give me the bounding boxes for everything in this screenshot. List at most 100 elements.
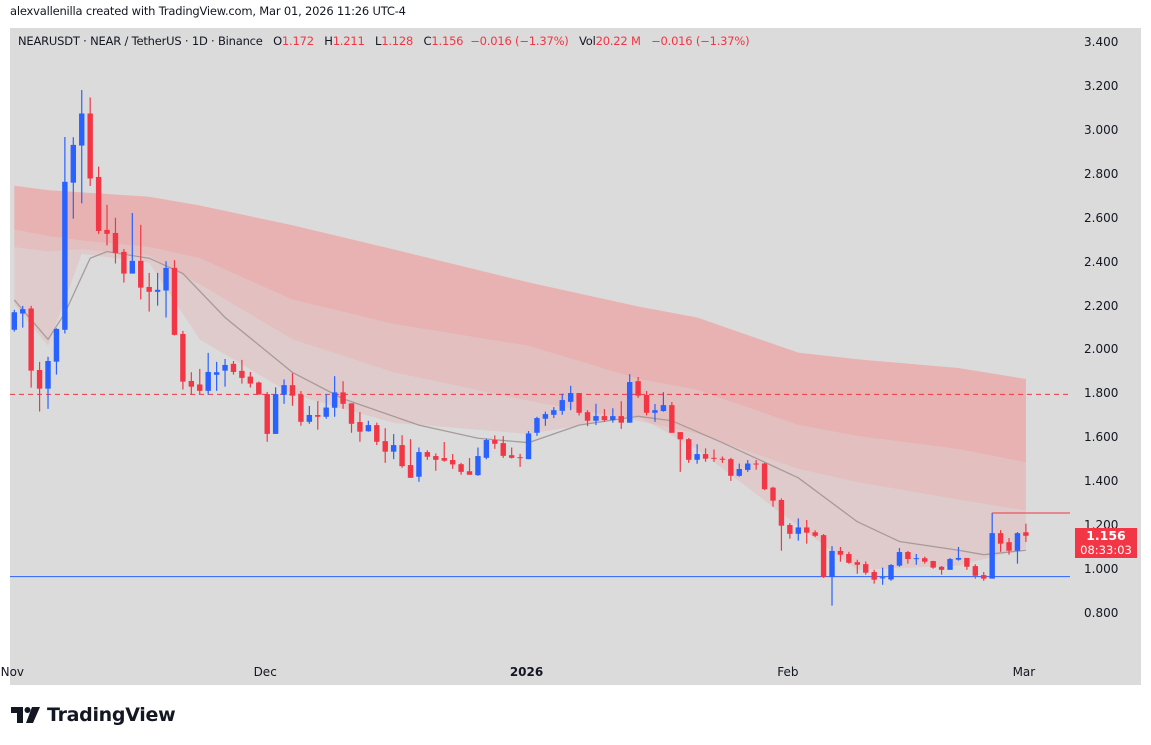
candle-down — [399, 445, 405, 467]
candle-up — [154, 289, 161, 292]
symbol-legend: NEARUSDT · NEAR / TetherUS · 1D · Binanc… — [18, 34, 750, 48]
candle-up — [559, 400, 565, 411]
candle-down — [517, 457, 523, 459]
candle-up — [163, 267, 169, 291]
candle-down — [382, 441, 388, 452]
candle-up — [79, 113, 85, 146]
last-price-label: 1.156 08:33:03 — [1075, 528, 1137, 558]
candle-down — [770, 487, 776, 501]
candle-down — [1006, 542, 1012, 551]
candle-up — [955, 557, 962, 560]
candle-up — [534, 418, 540, 433]
candle-down — [289, 385, 296, 396]
candle-up — [483, 440, 490, 458]
candle-up — [879, 577, 886, 579]
volume-value: 20.22 M — [595, 34, 641, 48]
candle-down — [997, 533, 1004, 544]
tradingview-logo[interactable]: TradingView — [11, 704, 176, 726]
candle-down — [677, 432, 683, 440]
candle-up — [70, 144, 77, 183]
logo-text: TradingView — [47, 704, 176, 726]
candle-up — [652, 410, 658, 413]
candle-down — [972, 566, 979, 576]
candle-up — [416, 452, 422, 477]
candle-up — [53, 328, 60, 362]
time-axis-label: Dec — [253, 665, 277, 679]
candle-up — [205, 371, 211, 391]
candle-down — [964, 557, 970, 567]
price-axis-label: 3.400 — [1084, 35, 1119, 49]
price-axis-label: 1.000 — [1084, 562, 1119, 577]
candle-up — [11, 312, 17, 330]
candle-down — [719, 458, 726, 460]
candle-down — [146, 286, 152, 292]
candle-up — [795, 527, 801, 534]
price-axis-label: 2.600 — [1084, 210, 1119, 225]
candle-down — [500, 443, 506, 456]
candle-up — [694, 454, 700, 460]
candle-down — [112, 232, 119, 253]
candle-up — [736, 469, 742, 476]
candle-down — [820, 535, 827, 578]
candle-down — [458, 464, 464, 472]
high-label: H — [324, 34, 333, 48]
candle-down — [407, 465, 414, 478]
candle-down — [95, 176, 102, 231]
candle-up — [20, 309, 26, 314]
candle-down — [643, 395, 650, 413]
bar-countdown: 08:33:03 — [1080, 543, 1132, 557]
price-axis-label: 3.200 — [1084, 78, 1119, 93]
candle-down — [508, 455, 515, 458]
price-axis-label: 3.000 — [1084, 122, 1119, 137]
candle-down — [374, 425, 380, 442]
candle-down — [618, 416, 624, 423]
candle-down — [264, 394, 270, 434]
candle-down — [846, 554, 852, 563]
candle-down — [576, 393, 582, 413]
candle-down — [433, 456, 439, 460]
candle-down — [28, 308, 34, 371]
candle-up — [567, 393, 574, 402]
candle-up — [45, 360, 51, 389]
candle-down — [702, 454, 709, 459]
close-label: C — [423, 34, 432, 48]
candle-down — [601, 416, 608, 421]
candle-up — [365, 425, 372, 432]
candle-up — [213, 372, 220, 375]
volume-change: −0.016 (−1.37%) — [651, 34, 750, 48]
candle-up — [947, 559, 953, 570]
low-value: 1.128 — [381, 34, 414, 48]
candle-down — [256, 382, 262, 395]
candle-up — [331, 392, 338, 408]
price-axis-label: 2.400 — [1084, 254, 1119, 269]
price-axis-label: 2.800 — [1084, 166, 1119, 181]
candle-up — [610, 416, 616, 421]
low-label: L — [375, 34, 382, 48]
candle-up — [306, 415, 313, 422]
tradingview-logo-icon — [11, 707, 40, 723]
candle-down — [441, 458, 447, 461]
candle-up — [272, 394, 279, 434]
candle-up — [593, 416, 599, 421]
candle-up — [62, 181, 68, 330]
candle-down — [121, 251, 127, 274]
time-axis-label: 2026 — [509, 665, 544, 679]
candle-up — [281, 385, 287, 395]
candle-up — [626, 382, 633, 423]
candle-up — [745, 463, 751, 470]
candle-down — [753, 463, 759, 465]
high-value: 1.211 — [332, 34, 365, 48]
open-value: 1.172 — [281, 34, 314, 48]
candle-up — [829, 550, 835, 578]
candle-down — [180, 333, 186, 382]
candle-down — [669, 405, 675, 433]
candle-down — [348, 403, 355, 424]
candle-down — [871, 572, 877, 580]
candle-down — [197, 384, 203, 391]
ribbon-band-outer — [14, 185, 1026, 463]
candle-up — [542, 414, 549, 419]
price-axis-label: 2.000 — [1084, 342, 1119, 357]
candle-down — [812, 532, 818, 536]
symbol-info[interactable]: NEARUSDT · NEAR / TetherUS · 1D · Binanc… — [18, 34, 263, 48]
